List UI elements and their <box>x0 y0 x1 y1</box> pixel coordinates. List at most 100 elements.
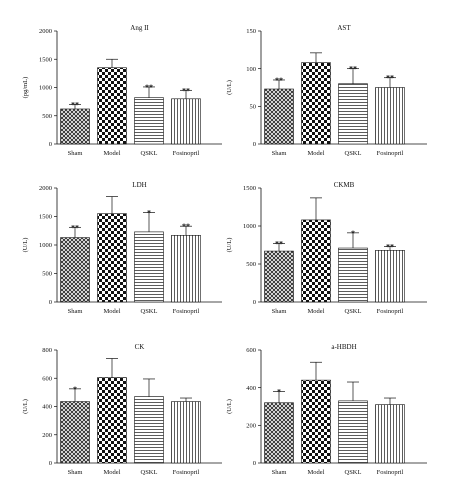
significance-marker: ** <box>71 223 79 232</box>
x-tick-label: QSKL <box>345 150 362 157</box>
x-tick-label: Model <box>308 469 325 476</box>
y-tick-label: 600 <box>42 375 52 382</box>
y-tick-label: 600 <box>246 347 256 354</box>
y-axis-label: (U/L) <box>226 238 233 253</box>
y-tick-label: 0 <box>253 141 256 148</box>
x-tick-label: Sham <box>272 308 287 315</box>
significance-marker: * <box>73 385 77 394</box>
bar-sham <box>264 88 294 145</box>
x-tick-label: Sham <box>272 150 287 157</box>
x-tick-label: Model <box>308 150 325 157</box>
significance-marker: ** <box>349 65 357 74</box>
y-tick-label: 1500 <box>39 56 52 63</box>
y-tick-label: 1500 <box>39 214 52 221</box>
y-tick-label: 2000 <box>39 185 52 192</box>
y-tick-label: 1500 <box>243 185 256 192</box>
significance-marker: ** <box>71 100 79 109</box>
y-tick-label: 0 <box>49 460 52 467</box>
significance-marker: * <box>277 387 281 396</box>
x-tick-label: Model <box>308 308 325 315</box>
chart-panel-1: AST (U/L) 0 50 100 150 ** Sham Model ** QSKL ** Fosi… <box>226 24 427 157</box>
x-tick-label: Sham <box>68 150 83 157</box>
chart-panel-4: CK (U/L) 0 200 400 600 800 * Sham Model QSKL Fosino… <box>22 343 222 476</box>
bar-fosinopril <box>375 404 405 464</box>
significance-marker: ** <box>182 222 190 231</box>
bar-fosinopril <box>171 98 201 145</box>
significance-marker: * <box>351 229 355 238</box>
significance-marker: ** <box>386 243 394 252</box>
y-tick-label: 200 <box>42 432 52 439</box>
bar-qskl <box>338 247 368 303</box>
x-tick-label: Model <box>104 469 121 476</box>
y-tick-label: 0 <box>253 299 256 306</box>
y-tick-label: 0 <box>253 460 256 467</box>
x-tick-label: Sham <box>68 469 83 476</box>
chart-panel-3: CKMB (U/L) 0 500 1000 1500 ** Sham Model * QSKL ** F… <box>226 181 427 315</box>
chart-title: a-HBDH <box>331 343 356 351</box>
y-axis-label: (U/L) <box>22 399 29 414</box>
bar-model <box>301 379 331 464</box>
x-tick-label: Model <box>104 150 121 157</box>
y-tick-label: 400 <box>246 385 256 392</box>
chart-title: LDH <box>132 181 146 189</box>
chart-panel-0: Ang II (pg/mL) 0 500 1000 1500 2000 ** Sham Model… <box>22 24 222 157</box>
bar-fosinopril <box>171 235 201 303</box>
chart-title: CKMB <box>334 181 355 189</box>
bar-qskl <box>338 400 368 464</box>
x-tick-label: Fosinopril <box>377 150 404 157</box>
y-tick-label: 200 <box>246 423 256 430</box>
x-tick-label: Fosinopril <box>377 469 404 476</box>
bar-sham <box>264 250 294 303</box>
chart-panel-2: LDH (U/L) 0 500 1000 1500 2000 ** Sham Model * QSKL… <box>22 181 222 315</box>
significance-marker: ** <box>386 74 394 83</box>
bar-model <box>97 377 127 464</box>
bar-fosinopril <box>375 250 405 303</box>
bar-sham <box>60 108 90 145</box>
y-tick-label: 1000 <box>39 242 52 249</box>
x-tick-label: QSKL <box>141 308 158 315</box>
y-tick-label: 500 <box>246 261 256 268</box>
bar-model <box>301 219 331 303</box>
y-tick-label: 400 <box>42 404 52 411</box>
y-axis-label: (U/L) <box>226 80 233 95</box>
x-tick-label: QSKL <box>141 469 158 476</box>
x-tick-label: Sham <box>68 308 83 315</box>
y-tick-label: 1000 <box>243 223 256 230</box>
y-tick-label: 50 <box>250 104 257 111</box>
bar-fosinopril <box>171 401 201 464</box>
y-axis-label: (U/L) <box>22 238 29 253</box>
y-tick-label: 0 <box>49 141 52 148</box>
significance-marker: ** <box>145 83 153 92</box>
chart-title: AST <box>337 24 351 32</box>
y-tick-label: 2000 <box>39 28 52 35</box>
y-tick-label: 1000 <box>39 85 52 92</box>
y-tick-label: 100 <box>246 66 256 73</box>
x-tick-label: Fosinopril <box>173 150 200 157</box>
chart-panel-5: a-HBDH (U/L) 0 200 400 600 * Sham Model QSKL Fosin… <box>226 343 427 476</box>
bar-model <box>97 213 127 303</box>
y-tick-label: 800 <box>42 347 52 354</box>
x-tick-label: QSKL <box>345 308 362 315</box>
x-tick-label: QSKL <box>141 150 158 157</box>
bar-qskl <box>134 231 164 303</box>
bar-sham <box>60 237 90 303</box>
bar-model <box>301 62 331 145</box>
bar-sham <box>264 402 294 464</box>
bar-qskl <box>134 396 164 464</box>
x-tick-label: Model <box>104 308 121 315</box>
bar-fosinopril <box>375 87 405 145</box>
y-axis-label: (pg/mL) <box>22 77 29 99</box>
chart-title: Ang II <box>130 24 149 32</box>
significance-marker: ** <box>182 86 190 95</box>
y-axis-label: (U/L) <box>226 399 233 414</box>
x-tick-label: QSKL <box>345 469 362 476</box>
chart-title: CK <box>135 343 145 351</box>
x-tick-label: Sham <box>272 469 287 476</box>
bar-model <box>97 67 127 145</box>
y-tick-label: 500 <box>42 271 52 278</box>
significance-marker: * <box>147 209 151 218</box>
x-tick-label: Fosinopril <box>173 308 200 315</box>
x-tick-label: Fosinopril <box>377 308 404 315</box>
significance-marker: ** <box>275 76 283 85</box>
